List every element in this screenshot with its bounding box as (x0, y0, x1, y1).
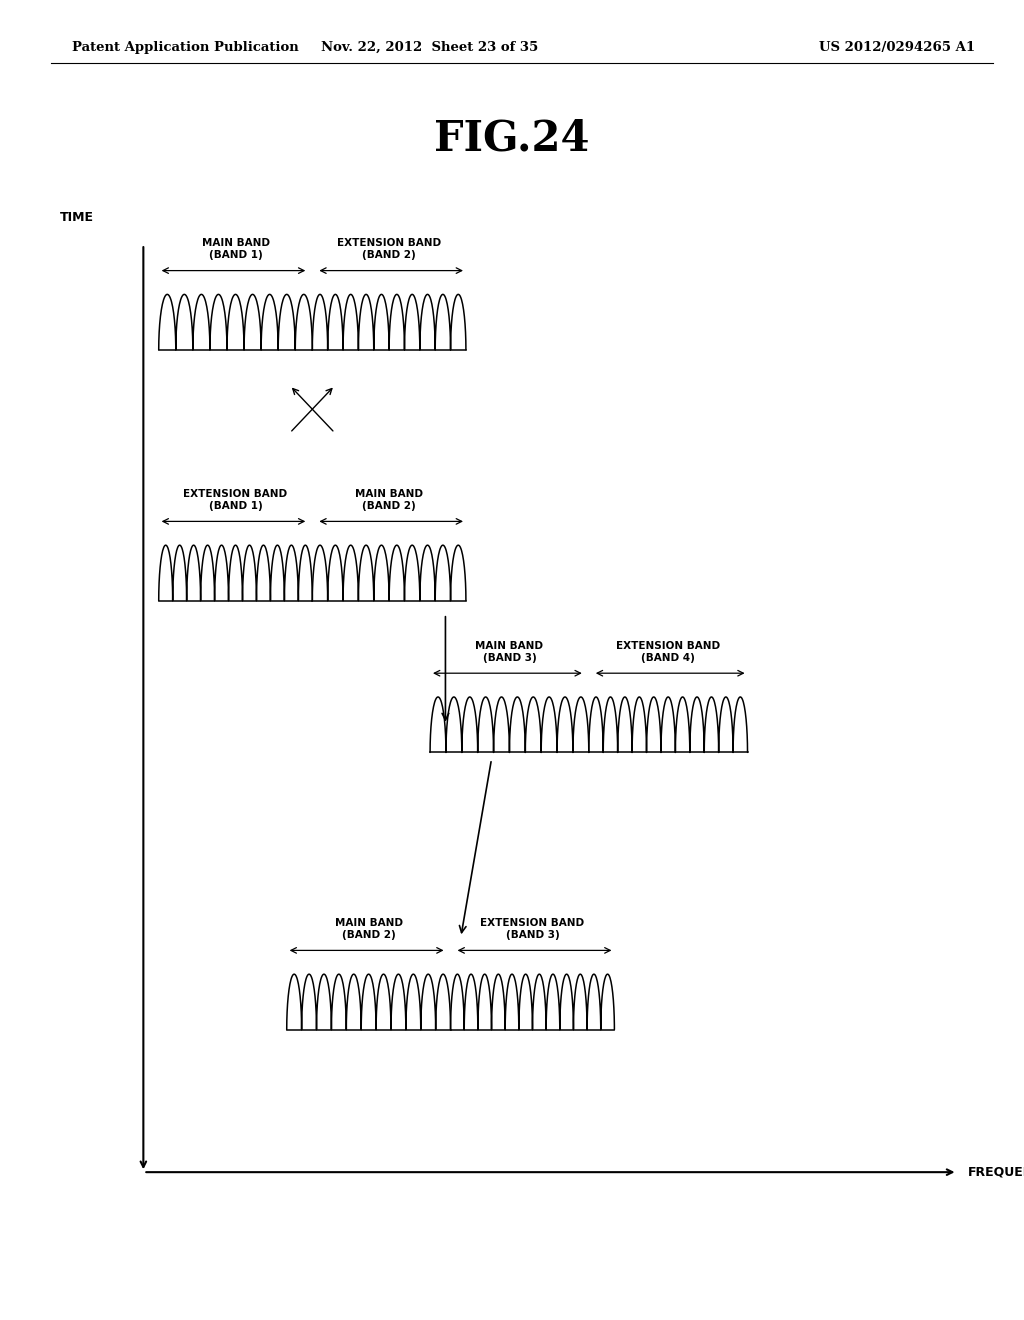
Text: MAIN BAND
(BAND 1): MAIN BAND (BAND 1) (202, 239, 269, 260)
Text: EXTENSION BAND
(BAND 2): EXTENSION BAND (BAND 2) (337, 239, 441, 260)
Text: FIG.24: FIG.24 (434, 117, 590, 160)
Text: EXTENSION BAND
(BAND 1): EXTENSION BAND (BAND 1) (183, 490, 288, 511)
Text: EXTENSION BAND
(BAND 4): EXTENSION BAND (BAND 4) (616, 642, 720, 663)
Text: FREQUENCY: FREQUENCY (968, 1166, 1024, 1179)
Text: MAIN BAND
(BAND 2): MAIN BAND (BAND 2) (335, 919, 402, 940)
Text: US 2012/0294265 A1: US 2012/0294265 A1 (819, 41, 975, 54)
Text: Nov. 22, 2012  Sheet 23 of 35: Nov. 22, 2012 Sheet 23 of 35 (322, 41, 539, 54)
Text: EXTENSION BAND
(BAND 3): EXTENSION BAND (BAND 3) (480, 919, 585, 940)
Text: TIME: TIME (59, 211, 94, 224)
Text: Patent Application Publication: Patent Application Publication (72, 41, 298, 54)
Text: MAIN BAND
(BAND 3): MAIN BAND (BAND 3) (475, 642, 544, 663)
Text: MAIN BAND
(BAND 2): MAIN BAND (BAND 2) (355, 490, 423, 511)
